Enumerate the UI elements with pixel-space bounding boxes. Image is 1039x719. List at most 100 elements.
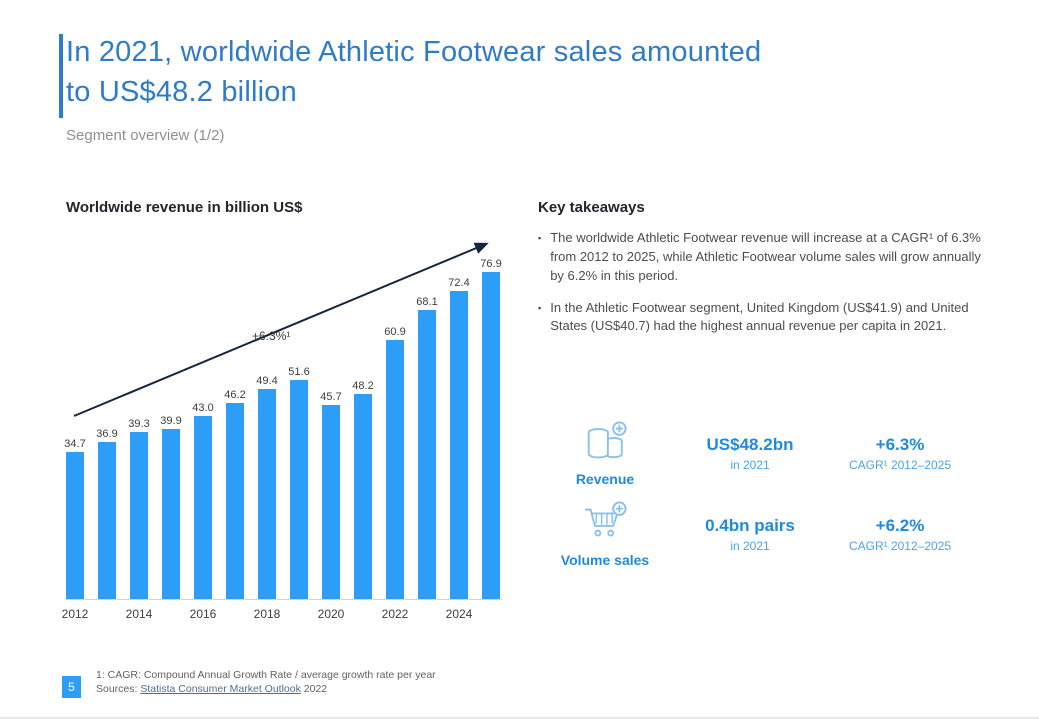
kpi-value-block: US$48.2bn in 2021 (670, 435, 830, 472)
bar (194, 416, 212, 599)
bar-value-label: 39.9 (160, 415, 182, 427)
kpi-row-revenue: Revenue US$48.2bn in 2021 +6.3% CAGR¹ 20… (540, 420, 990, 487)
bar (98, 442, 116, 599)
bullet-icon: ▪ (538, 233, 542, 243)
footnote-text: 1: CAGR: Compound Annual Growth Rate / a… (96, 669, 436, 681)
takeaways-heading: Key takeaways (538, 199, 645, 216)
bar-value-label: 36.9 (96, 428, 118, 440)
kpi-icon-block: Revenue (540, 420, 670, 487)
kpi-icon-block: Volume sales (540, 501, 670, 568)
kpi-label: Revenue (575, 471, 635, 487)
page-title-line2: to US$48.2 billion (66, 76, 297, 108)
bar-value-label: 49.4 (256, 375, 278, 387)
bar (482, 272, 500, 599)
bar (322, 405, 340, 599)
bar (418, 310, 436, 599)
bottom-divider (0, 717, 1039, 719)
bar (162, 429, 180, 599)
bar-cell: 46.2 (224, 389, 246, 599)
bar-cell: 36.9 (96, 428, 118, 599)
kpi-growth-caption: CAGR¹ 2012–2025 (848, 458, 952, 472)
bar (450, 291, 468, 599)
bar-cell: 68.1 (416, 296, 438, 599)
bar-value-label: 51.6 (288, 366, 310, 378)
x-tick-label: 2012 (61, 607, 89, 621)
bar-value-label: 48.2 (352, 380, 374, 392)
x-tick-label: 2014 (125, 607, 153, 621)
x-tick-label (226, 607, 244, 621)
kpi-label: Volume sales (560, 552, 650, 568)
bar-value-label: 43.0 (192, 402, 214, 414)
bar-cell: 76.9 (480, 258, 502, 599)
takeaways-list: ▪ The worldwide Athletic Footwear revenu… (538, 229, 986, 336)
bar-cell: 49.4 (256, 375, 278, 599)
page-title: In 2021, worldwide Athletic Footwear sal… (66, 32, 761, 112)
kpi-growth-block: +6.2% CAGR¹ 2012–2025 (830, 516, 970, 553)
bar-value-label: 72.4 (448, 277, 470, 289)
x-tick-label: 2016 (189, 607, 217, 621)
bar (290, 380, 308, 599)
coins-icon (587, 421, 627, 459)
footnotes: 1: CAGR: Compound Annual Growth Rate / a… (96, 668, 436, 696)
takeaway-text: In the Athletic Footwear segment, United… (550, 299, 969, 334)
kpi-section: Revenue US$48.2bn in 2021 +6.3% CAGR¹ 20… (540, 420, 990, 582)
x-tick-label (482, 607, 500, 621)
bar-chart-bars: 34.7 36.9 39.3 39.9 43.0 46.2 49.4 51.6 45.7 48.2… (64, 255, 502, 600)
x-tick-label (162, 607, 180, 621)
bar-value-label: 46.2 (224, 389, 246, 401)
bar-value-label: 34.7 (64, 438, 86, 450)
growth-annotation: +6.3%¹ (252, 329, 291, 343)
kpi-growth: +6.2% (875, 516, 925, 535)
kpi-value-block: 0.4bn pairs in 2021 (670, 516, 830, 553)
sources-suffix: 2022 (303, 683, 328, 695)
bar-cell: 45.7 (320, 391, 342, 599)
cart-icon (584, 501, 627, 537)
kpi-growth: +6.3% (875, 435, 925, 454)
bar-cell: 34.7 (64, 438, 86, 599)
kpi-value-caption: in 2021 (730, 539, 770, 553)
x-tick-label (290, 607, 308, 621)
x-tick-label: 2018 (253, 607, 281, 621)
sources-prefix: Sources: (96, 683, 138, 695)
title-accent-bar (59, 34, 63, 118)
x-tick-label (418, 607, 436, 621)
takeaway-item: ▪ The worldwide Athletic Footwear revenu… (538, 229, 986, 286)
bar-cell: 72.4 (448, 277, 470, 599)
bar-chart-x-labels: 2012 2014 2016 2018 2020 2022 2024 (61, 607, 502, 621)
takeaway-text: The worldwide Athletic Footwear revenue … (550, 230, 981, 283)
bar (386, 340, 404, 599)
sources-line: Sources: Statista Consumer Market Outloo… (96, 682, 436, 696)
x-tick-label: 2022 (381, 607, 409, 621)
bar-chart: +6.3%¹ 34.7 36.9 39.3 39.9 43.0 46.2 49.4 51.6 4… (61, 242, 502, 621)
page-subtitle: Segment overview (1/2) (66, 127, 225, 144)
bar-value-label: 76.9 (480, 258, 502, 270)
source-link[interactable]: Statista Consumer Market Outlook (140, 683, 301, 695)
bar (226, 403, 244, 599)
x-tick-label: 2020 (317, 607, 345, 621)
kpi-value: 0.4bn pairs (705, 516, 795, 535)
kpi-value-caption: in 2021 (730, 458, 770, 472)
bar (258, 389, 276, 599)
page-title-line1: In 2021, worldwide Athletic Footwear sal… (66, 36, 762, 68)
bar-value-label: 60.9 (384, 326, 406, 338)
bar (130, 432, 148, 599)
bar-cell: 39.3 (128, 418, 150, 599)
bar-cell: 39.9 (160, 415, 182, 599)
page-number-badge: 5 (62, 676, 81, 698)
x-tick-label: 2024 (445, 607, 473, 621)
bar-value-label: 45.7 (320, 391, 342, 403)
bar (354, 394, 372, 599)
bar-cell: 51.6 (288, 366, 310, 599)
bar (66, 452, 84, 599)
bar-cell: 43.0 (192, 402, 214, 599)
bar-cell: 48.2 (352, 380, 374, 599)
kpi-growth-block: +6.3% CAGR¹ 2012–2025 (830, 435, 970, 472)
kpi-value: US$48.2bn (706, 435, 794, 454)
bar-value-label: 39.3 (128, 418, 150, 430)
bullet-icon: ▪ (538, 302, 542, 313)
takeaway-item: ▪ In the Athletic Footwear segment, Unit… (538, 299, 986, 337)
bar-value-label: 68.1 (416, 296, 438, 308)
bar-cell: 60.9 (384, 326, 406, 599)
key-takeaways: Key takeaways ▪ The worldwide Athletic F… (538, 199, 986, 349)
